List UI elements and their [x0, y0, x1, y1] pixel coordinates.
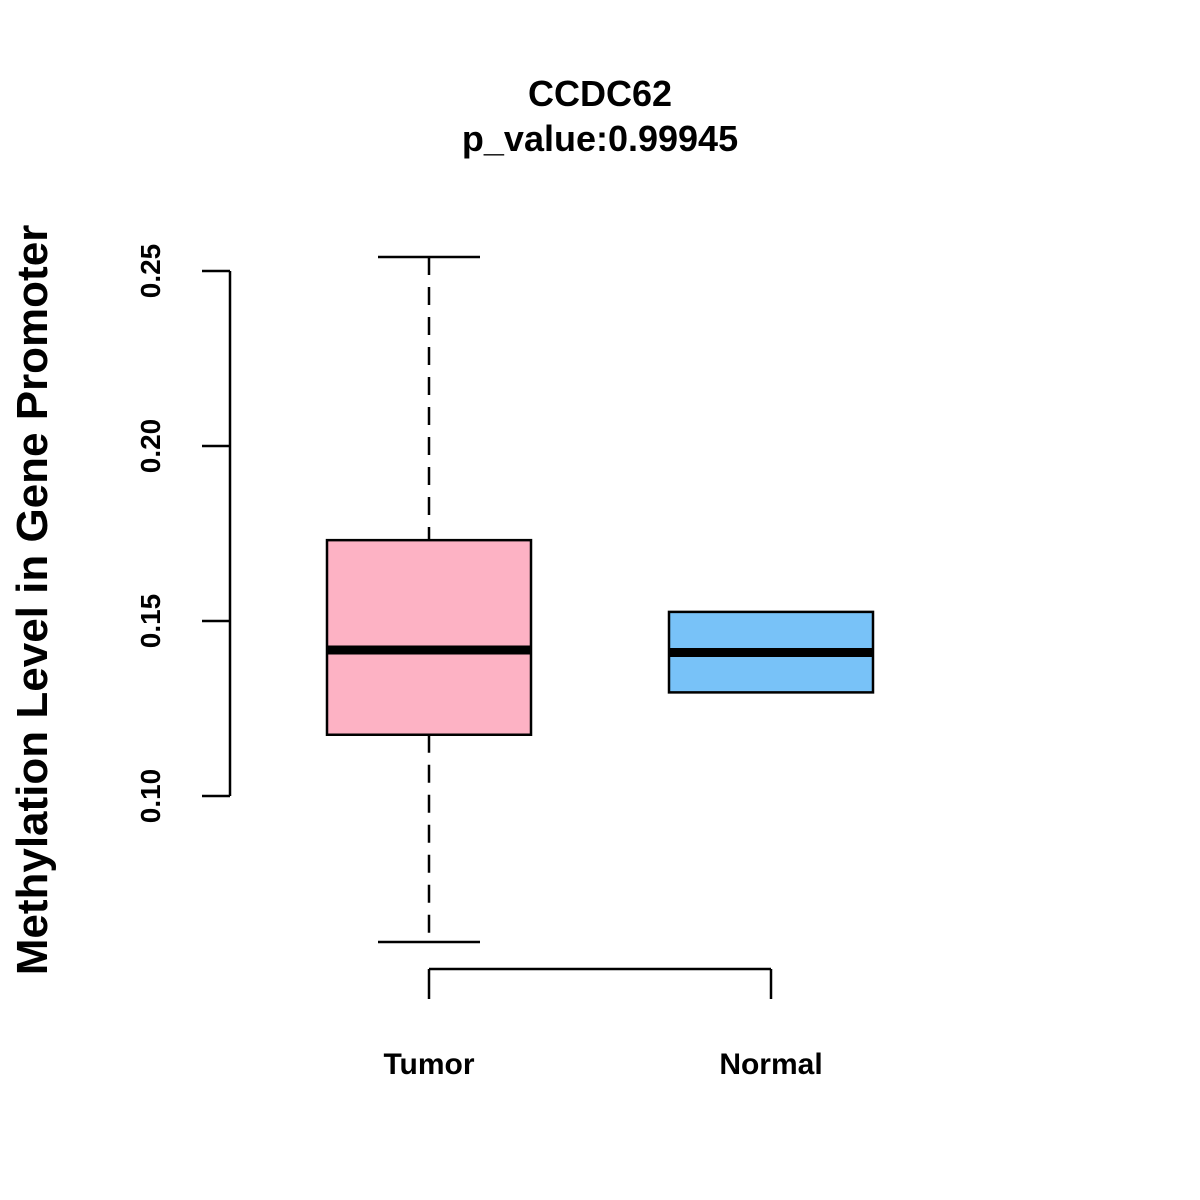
x-tick-label-normal: Normal — [719, 1048, 822, 1081]
y-tick-label: 0.15 — [135, 594, 166, 649]
iqr-box — [325, 538, 533, 737]
x-tick-label-tumor: Tumor — [383, 1048, 474, 1081]
y-tick-label: 0.10 — [135, 769, 166, 824]
y-tick-label: 0.25 — [135, 244, 166, 299]
y-tick-label: 0.20 — [135, 419, 166, 474]
box-tumor — [325, 255, 533, 944]
x-axis: Tumor Normal — [383, 967, 823, 1081]
boxes-group — [325, 255, 875, 944]
y-axis: 0.10 0.15 0.20 0.25 — [135, 244, 232, 824]
box-normal — [667, 610, 875, 694]
chart-title: CCDC62 — [528, 73, 672, 114]
chart-subtitle: p_value:0.99945 — [462, 118, 738, 159]
y-axis-label: Methylation Level in Gene Promoter — [8, 225, 57, 976]
